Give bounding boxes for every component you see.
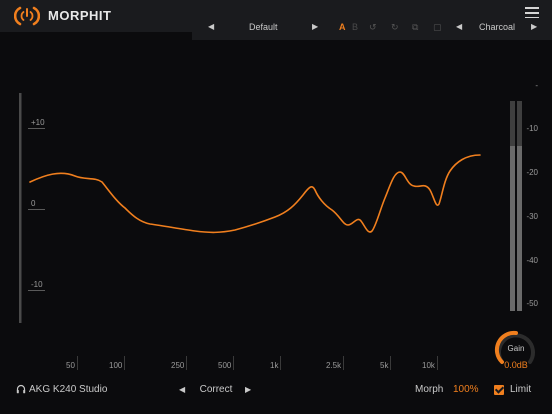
frequency-response-plot (19, 93, 522, 323)
headphone-model-selector[interactable]: AKG K240 Studio (29, 384, 108, 395)
scale-label-zero: 0 (31, 199, 36, 208)
freq-label-10k: 10k (422, 361, 435, 370)
meter-label-minus50: -50 (526, 299, 538, 308)
freq-tick (77, 356, 78, 370)
limit-label[interactable]: Limit (510, 384, 532, 395)
level-meter-right-fill (517, 146, 522, 311)
undo-icon[interactable]: ↺ (369, 22, 377, 32)
freq-tick (124, 356, 125, 370)
morphit-logo-icon (14, 6, 40, 26)
app-title: MORPHIT (48, 8, 112, 23)
freq-tick (233, 356, 234, 370)
redo-icon[interactable]: ↻ (391, 22, 399, 32)
freq-label-2-5k: 2.5k (326, 361, 342, 370)
freq-label-5k: 5k (380, 361, 389, 370)
meter-label-minus40: -40 (526, 256, 538, 265)
theme-name[interactable]: Charcoal (479, 22, 516, 32)
freq-label-1k: 1k (270, 361, 279, 370)
copy-icon[interactable]: ⧉ (412, 22, 419, 32)
preset-name[interactable]: Default (249, 22, 278, 32)
level-meter-left-fill (510, 146, 515, 311)
ab-a-button[interactable]: A (339, 22, 346, 32)
paste-icon[interactable]: ▢ (433, 22, 442, 32)
mode-prev-button[interactable]: ◀ (179, 385, 186, 394)
freq-label-500: 500 (218, 361, 232, 370)
freq-tick (390, 356, 391, 370)
response-curve (29, 154, 481, 234)
ab-b-button[interactable]: B (352, 22, 359, 32)
scale-line-zero (28, 209, 45, 210)
meter-label-minus10: -10 (526, 124, 538, 133)
freq-tick (280, 356, 281, 370)
scale-label-minus10: -10 (31, 280, 43, 289)
meter-label-minus30: -30 (526, 212, 538, 221)
scale-bar (19, 93, 22, 323)
scale-label-plus10: +10 (31, 118, 45, 127)
headphone-icon (16, 384, 26, 394)
preset-next-button[interactable]: ▶ (312, 22, 319, 31)
limit-checkbox[interactable] (494, 385, 504, 395)
mode-name[interactable]: Correct (199, 384, 233, 395)
morph-label: Morph (415, 384, 444, 395)
theme-prev-button[interactable]: ◀ (456, 22, 463, 31)
morph-value[interactable]: 100% (453, 384, 479, 395)
meter-label-minus20: -20 (526, 168, 538, 177)
theme-next-button[interactable]: ▶ (531, 22, 538, 31)
preset-prev-button[interactable]: ◀ (208, 22, 215, 31)
freq-label-50: 50 (66, 361, 75, 370)
mode-next-button[interactable]: ▶ (245, 385, 252, 394)
footer-bar: AKG K240 Studio ◀ Correct ▶ Morph 100% L… (0, 380, 552, 402)
gain-label: Gain (507, 344, 525, 353)
freq-tick (437, 356, 438, 370)
freq-label-250: 250 (171, 361, 185, 370)
freq-label-100: 100 (109, 361, 123, 370)
gain-value[interactable]: 0.0dB (504, 360, 528, 370)
meter-label-top: - (535, 81, 538, 90)
freq-tick (186, 356, 187, 370)
scale-line-plus10 (28, 128, 45, 129)
freq-tick (343, 356, 344, 370)
gain-knob[interactable] (490, 324, 542, 376)
scale-line-minus10 (28, 290, 45, 291)
preset-toolbar: ◀ Default ▶ A B ↺ ↻ ⧉ ▢ ◀ Charcoal ▶ (192, 18, 552, 40)
